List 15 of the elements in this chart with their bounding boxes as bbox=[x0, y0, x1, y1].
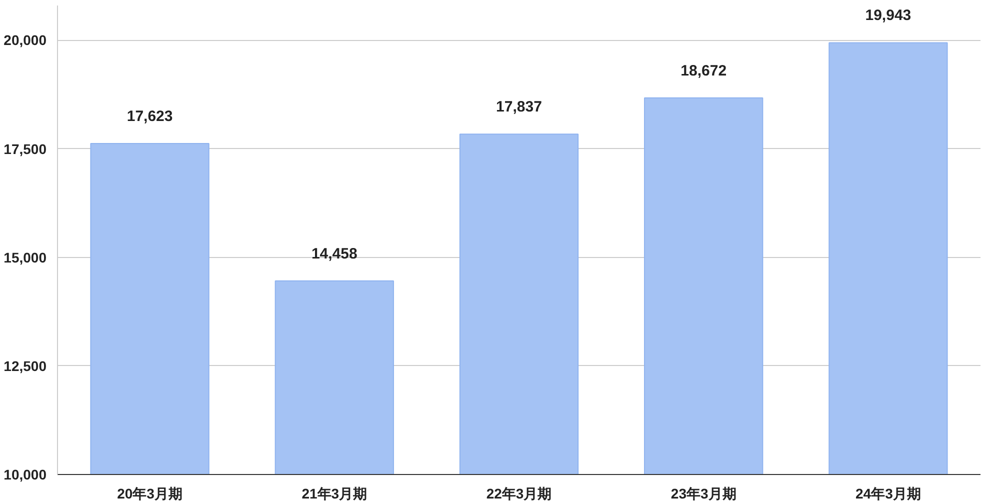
y-tick-label: 20,000 bbox=[4, 32, 47, 48]
x-tick-label: 22年3月期 bbox=[486, 486, 552, 502]
y-tick-label: 12,500 bbox=[4, 358, 47, 374]
data-label: 14,458 bbox=[311, 245, 358, 262]
data-label: 17,623 bbox=[126, 108, 173, 125]
x-tick-label: 24年3月期 bbox=[856, 486, 921, 502]
data-label: 18,672 bbox=[680, 62, 727, 80]
data-label: 17,837 bbox=[496, 98, 542, 116]
x-tick-label: 21年3月期 bbox=[302, 486, 368, 502]
y-tick-label: 10,000 bbox=[4, 466, 47, 482]
y-tick-label: 17,500 bbox=[4, 140, 47, 157]
y-tick-label: 15,000 bbox=[4, 249, 47, 266]
x-tick-label: 23年3月期 bbox=[670, 486, 736, 502]
x-tick-label: 20年3月期 bbox=[117, 486, 182, 502]
data-label: 19,943 bbox=[865, 7, 912, 24]
